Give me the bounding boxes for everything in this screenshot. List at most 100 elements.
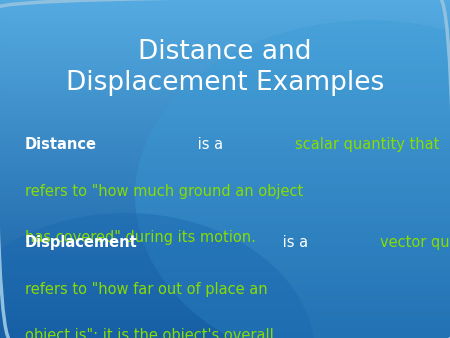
Bar [0, 132, 450, 133]
Bar [0, 131, 450, 132]
Text: object is"; it is the object's overall: object is"; it is the object's overall [25, 328, 274, 338]
Bar [0, 266, 450, 267]
Bar [0, 48, 450, 50]
Text: is a: is a [194, 137, 228, 152]
Bar [0, 54, 450, 55]
Bar [0, 283, 450, 284]
Bar [0, 81, 450, 82]
Bar [0, 251, 450, 252]
Bar [0, 158, 450, 159]
Bar [0, 250, 450, 251]
Bar [0, 133, 450, 134]
Bar [0, 265, 450, 266]
Bar [0, 25, 450, 26]
Bar [0, 53, 450, 54]
Bar [0, 285, 450, 286]
Bar [0, 160, 450, 161]
Bar [0, 284, 450, 285]
Bar [0, 38, 450, 40]
Bar [0, 183, 450, 184]
Bar [0, 82, 450, 83]
Bar [0, 312, 450, 313]
Bar [0, 19, 450, 20]
Bar [0, 57, 450, 58]
Bar [0, 331, 450, 332]
Bar [0, 268, 450, 269]
Bar [0, 328, 450, 329]
Bar [0, 190, 450, 192]
Bar [0, 215, 450, 216]
Bar [0, 205, 450, 206]
Bar [0, 30, 450, 31]
Bar [0, 276, 450, 277]
Bar [0, 308, 450, 309]
Bar [0, 307, 450, 308]
Bar [0, 65, 450, 67]
Bar [0, 28, 450, 29]
Bar [0, 290, 450, 291]
Bar [0, 124, 450, 125]
Bar [0, 156, 450, 158]
Bar [0, 33, 450, 34]
Bar [0, 179, 450, 180]
Bar [0, 246, 450, 247]
Bar [0, 55, 450, 56]
Bar [0, 84, 450, 86]
Bar [0, 213, 450, 214]
Bar [0, 63, 450, 64]
Bar [0, 239, 450, 240]
Bar [0, 207, 450, 209]
Bar [0, 51, 450, 52]
Bar [0, 123, 450, 124]
Bar [0, 102, 450, 104]
Bar [0, 108, 450, 109]
Bar [0, 296, 450, 297]
Bar [0, 204, 450, 205]
Bar [0, 247, 450, 248]
Bar [0, 167, 450, 168]
Bar [0, 104, 450, 105]
Bar [0, 6, 450, 7]
Bar [0, 45, 450, 46]
Bar [0, 138, 450, 139]
Bar [0, 298, 450, 300]
Bar [0, 36, 450, 37]
Bar [0, 259, 450, 260]
Bar [0, 122, 450, 123]
Bar [0, 337, 450, 338]
Bar [0, 67, 450, 68]
Bar [0, 227, 450, 229]
Bar [0, 258, 450, 259]
Text: Distance and
Displacement Examples: Distance and Displacement Examples [66, 39, 384, 96]
Bar [0, 219, 450, 220]
Bar [0, 256, 450, 257]
Bar [0, 90, 450, 91]
Bar [0, 134, 450, 135]
Bar [0, 94, 450, 95]
Bar [0, 78, 450, 79]
Bar [0, 199, 450, 200]
Bar [0, 288, 450, 290]
Bar [0, 154, 450, 155]
Bar [0, 80, 450, 81]
Bar [0, 302, 450, 303]
Bar [0, 29, 450, 30]
Bar [0, 332, 450, 334]
Bar [0, 325, 450, 327]
Bar [0, 136, 450, 138]
Bar [0, 198, 450, 199]
Bar [0, 282, 450, 283]
Bar [0, 99, 450, 100]
Bar [0, 165, 450, 166]
Bar [0, 146, 450, 148]
Bar [0, 238, 450, 239]
Bar [0, 101, 450, 102]
Bar [0, 14, 450, 15]
Bar [0, 16, 450, 17]
Bar [0, 334, 450, 335]
Bar [0, 243, 450, 244]
Bar [0, 176, 450, 177]
Bar [0, 317, 450, 318]
Bar [0, 212, 450, 213]
Bar [0, 150, 450, 151]
